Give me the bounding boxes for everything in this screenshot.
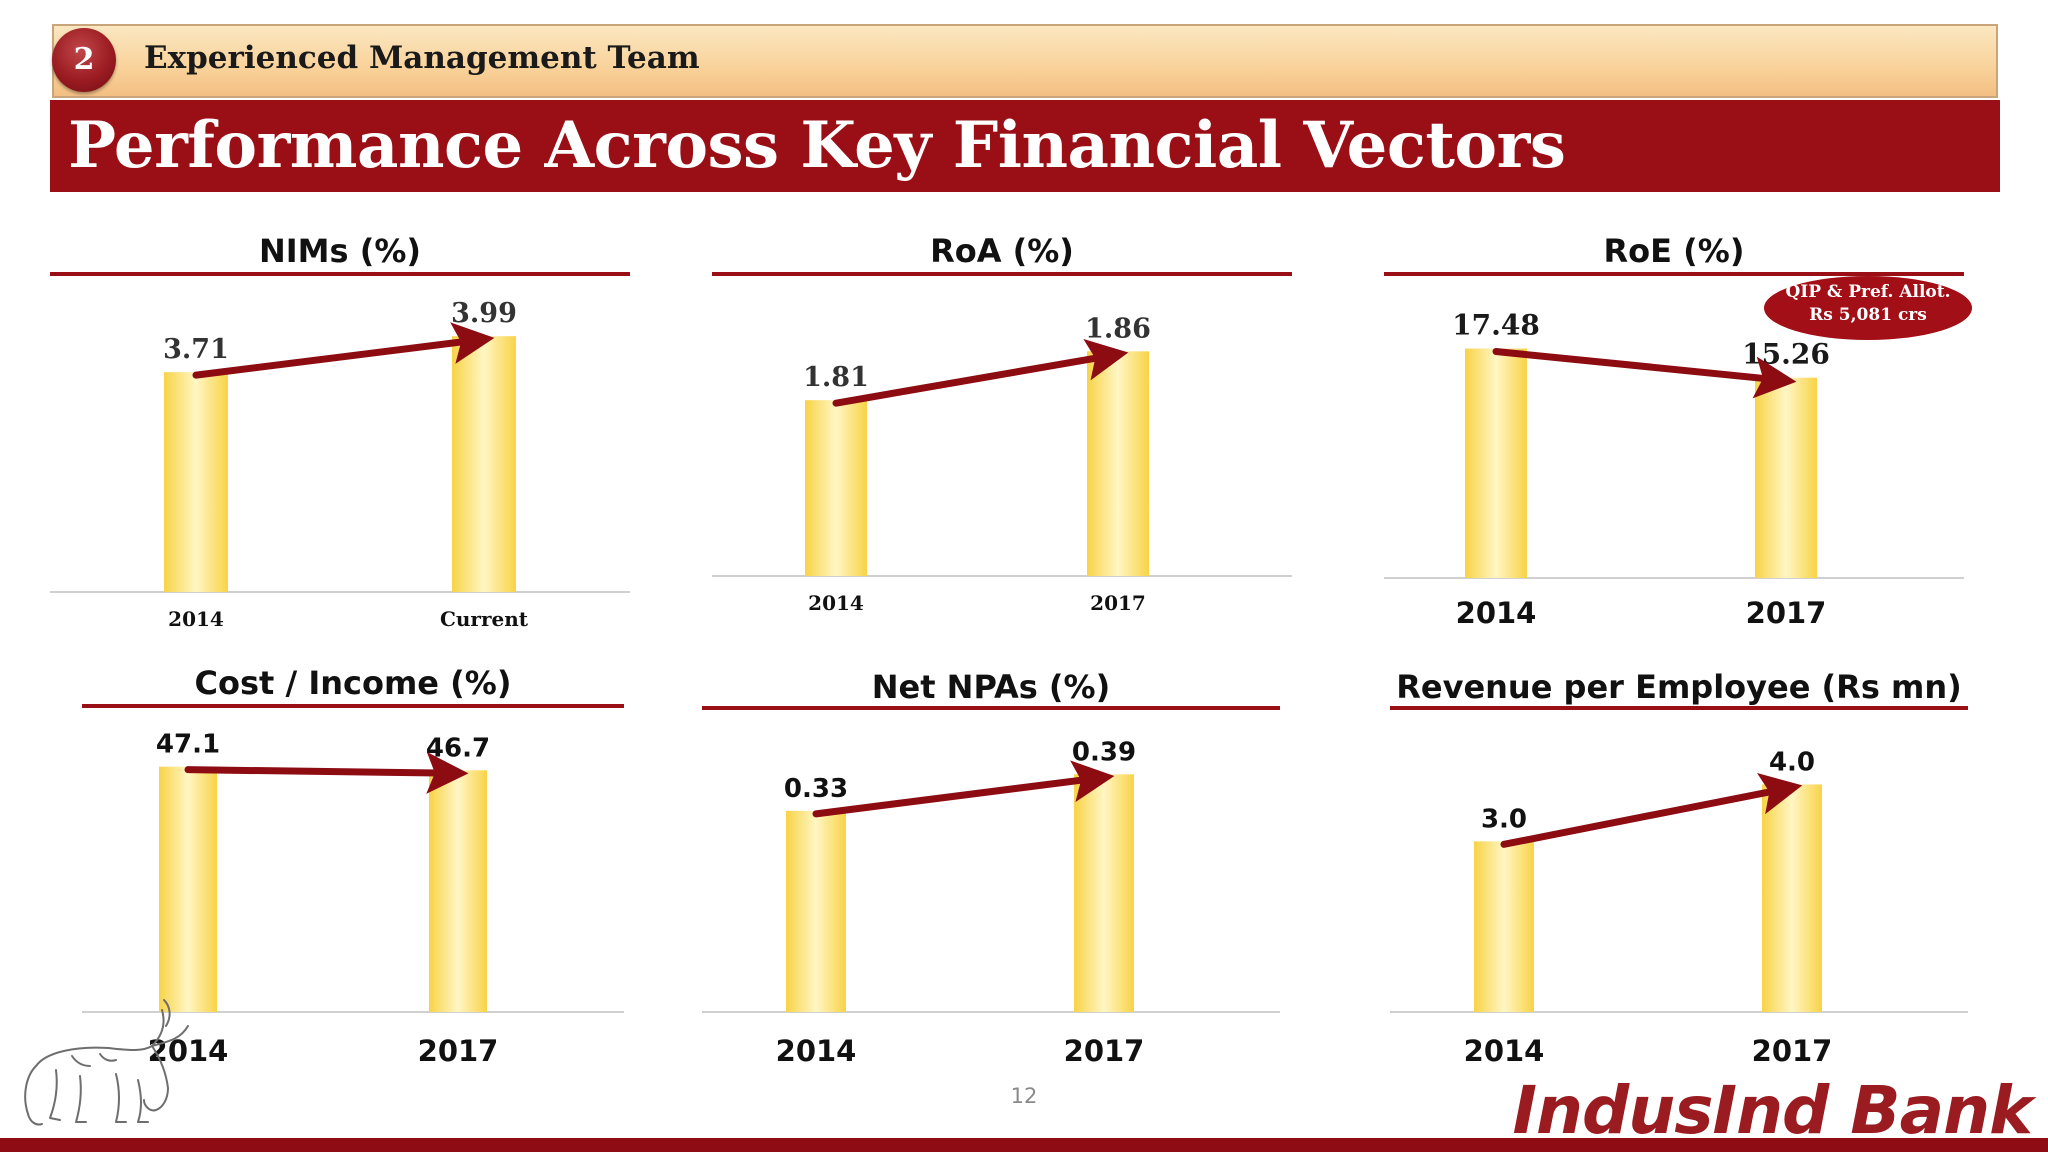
- bar-2017: [1074, 774, 1134, 1012]
- qip-badge: QIP & Pref. Allot. Rs 5,081 crs: [1764, 276, 1972, 340]
- chart-title: RoA (%): [930, 232, 1074, 270]
- brand-logo: IndusInd Bank: [1512, 1072, 2033, 1149]
- bar-2017: [1087, 351, 1149, 576]
- qip-badge-oval: [1764, 276, 1972, 340]
- bull-logo-icon: [24, 999, 189, 1126]
- bar-2014: [805, 400, 867, 576]
- value-label: 47.1: [156, 730, 220, 760]
- value-label: 3.71: [163, 334, 229, 365]
- category-label: 2017: [418, 1034, 499, 1068]
- chart-canvas: 3.71 2014 3.99 Current: [50, 272, 630, 631]
- section-number-badge: 2: [52, 24, 116, 98]
- value-label: 17.48: [1452, 309, 1540, 342]
- bar-current: [452, 336, 516, 592]
- chart-canvas: 1.81 2014 1.86 2017: [712, 272, 1292, 615]
- trend-arrow: [1500, 772, 1803, 848]
- chart-title: Cost / Income (%): [194, 664, 512, 702]
- section-number: 2: [73, 42, 95, 77]
- title-band: [50, 100, 2000, 192]
- section-number-circle: [52, 28, 116, 92]
- value-label: 1.86: [1085, 313, 1151, 344]
- chart-revenue-per-employee: Revenue per Employee (Rs mn) 3.0 2014 4.0 20…: [1390, 660, 1968, 1068]
- chart-title-rule: [1384, 272, 1964, 276]
- category-label: 2014: [1456, 596, 1537, 630]
- category-label: 2017: [1746, 596, 1827, 630]
- value-label: 1.81: [803, 362, 869, 393]
- bar-2014: [164, 372, 228, 592]
- category-label: 2017: [1752, 1034, 1833, 1068]
- category-label: 2014: [168, 607, 224, 631]
- value-label: 3.0: [1481, 804, 1527, 834]
- section-title: Experienced Management Team: [144, 40, 700, 76]
- chart-roa: RoA (%) 1.81 2014 1.86 2017: [712, 228, 1292, 628]
- chart-title-rule: [1390, 706, 1968, 710]
- bar-2014: [1474, 841, 1534, 1012]
- trend-arrow: [192, 322, 495, 379]
- category-label: 2014: [1464, 1034, 1545, 1068]
- chart-canvas: 0.33 2014 0.39 2017: [702, 706, 1280, 1068]
- chart-title-rule: [702, 706, 1280, 710]
- section-header-bar: [52, 24, 1998, 98]
- bar-2017: [429, 770, 487, 1012]
- category-label: Current: [440, 607, 529, 631]
- value-label: 15.26: [1742, 338, 1830, 371]
- qip-badge-line2: Rs 5,081 crs: [1809, 305, 1927, 325]
- chart-title: Revenue per Employee (Rs mn): [1396, 668, 1962, 706]
- chart-canvas: 17.48 2014 15.26 2017: [1384, 272, 1964, 630]
- category-label: 2017: [1064, 1034, 1145, 1068]
- category-label: 2014: [776, 1034, 857, 1068]
- chart-nims: NIMs (%) 3.71 2014 3.99 Current: [50, 228, 630, 640]
- bar-2014: [159, 766, 217, 1012]
- chart-canvas: 3.0 2014 4.0 2017: [1390, 706, 1968, 1068]
- chart-cost-income: Cost / Income (%) 47.1 2014 46.7 2017: [82, 660, 624, 1068]
- chart-roe: RoE (%) 17.48 2014 15.26 2017: [1384, 228, 1964, 630]
- footer-rule: [0, 1138, 2048, 1152]
- trend-arrow: [184, 751, 469, 794]
- page-number: 12: [1010, 1084, 1038, 1108]
- trend-arrow: [832, 338, 1129, 407]
- category-label: 2017: [1090, 591, 1146, 615]
- chart-title: RoE (%): [1603, 232, 1745, 270]
- value-label: 3.99: [451, 298, 517, 329]
- value-label: 0.33: [784, 774, 848, 804]
- value-label: 0.39: [1072, 737, 1136, 767]
- bar-2014: [1465, 348, 1527, 578]
- value-label: 4.0: [1769, 747, 1815, 777]
- value-label: 46.7: [426, 733, 490, 763]
- chart-title-rule: [82, 704, 624, 708]
- qip-badge-line1: QIP & Pref. Allot.: [1785, 282, 1951, 302]
- bar-2014: [786, 810, 846, 1012]
- chart-net-npas: Net NPAs (%) 0.33 2014 0.39 2017: [702, 660, 1280, 1068]
- chart-title: Net NPAs (%): [871, 668, 1111, 706]
- chart-title-rule: [50, 272, 630, 276]
- category-label: 2014: [808, 591, 864, 615]
- page-title: Performance Across Key Financial Vectors: [68, 108, 1566, 183]
- chart-title-rule: [712, 272, 1292, 276]
- bar-2017: [1762, 784, 1822, 1012]
- bar-2017: [1755, 377, 1817, 578]
- trend-arrow: [1492, 348, 1797, 399]
- trend-arrow: [812, 760, 1115, 818]
- chart-title: NIMs (%): [258, 232, 422, 270]
